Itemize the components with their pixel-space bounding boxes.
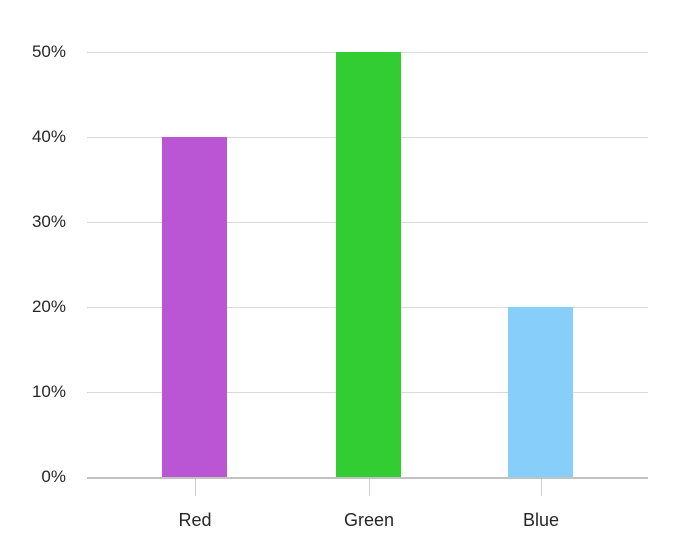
x-axis-label-blue: Blue bbox=[522, 510, 560, 530]
y-axis-label-10: 10% bbox=[31, 382, 66, 401]
y-axis-label-50: 50% bbox=[31, 42, 66, 61]
x-axis-line bbox=[87, 477, 648, 479]
bar-blue bbox=[508, 307, 573, 477]
x-axis-tick-red bbox=[195, 479, 196, 496]
y-axis-label-20: 20% bbox=[31, 297, 66, 316]
x-axis-label-red: Red bbox=[178, 510, 212, 530]
x-axis-tick-green bbox=[369, 479, 370, 496]
bar-green bbox=[336, 52, 401, 477]
x-axis-tick-blue bbox=[541, 479, 542, 496]
y-axis-label-40: 40% bbox=[31, 127, 66, 146]
bar-red bbox=[162, 137, 227, 477]
y-axis-label-30: 30% bbox=[31, 212, 66, 231]
y-axis-label-0: 0% bbox=[41, 467, 66, 486]
x-axis-label-green: Green bbox=[343, 510, 395, 530]
